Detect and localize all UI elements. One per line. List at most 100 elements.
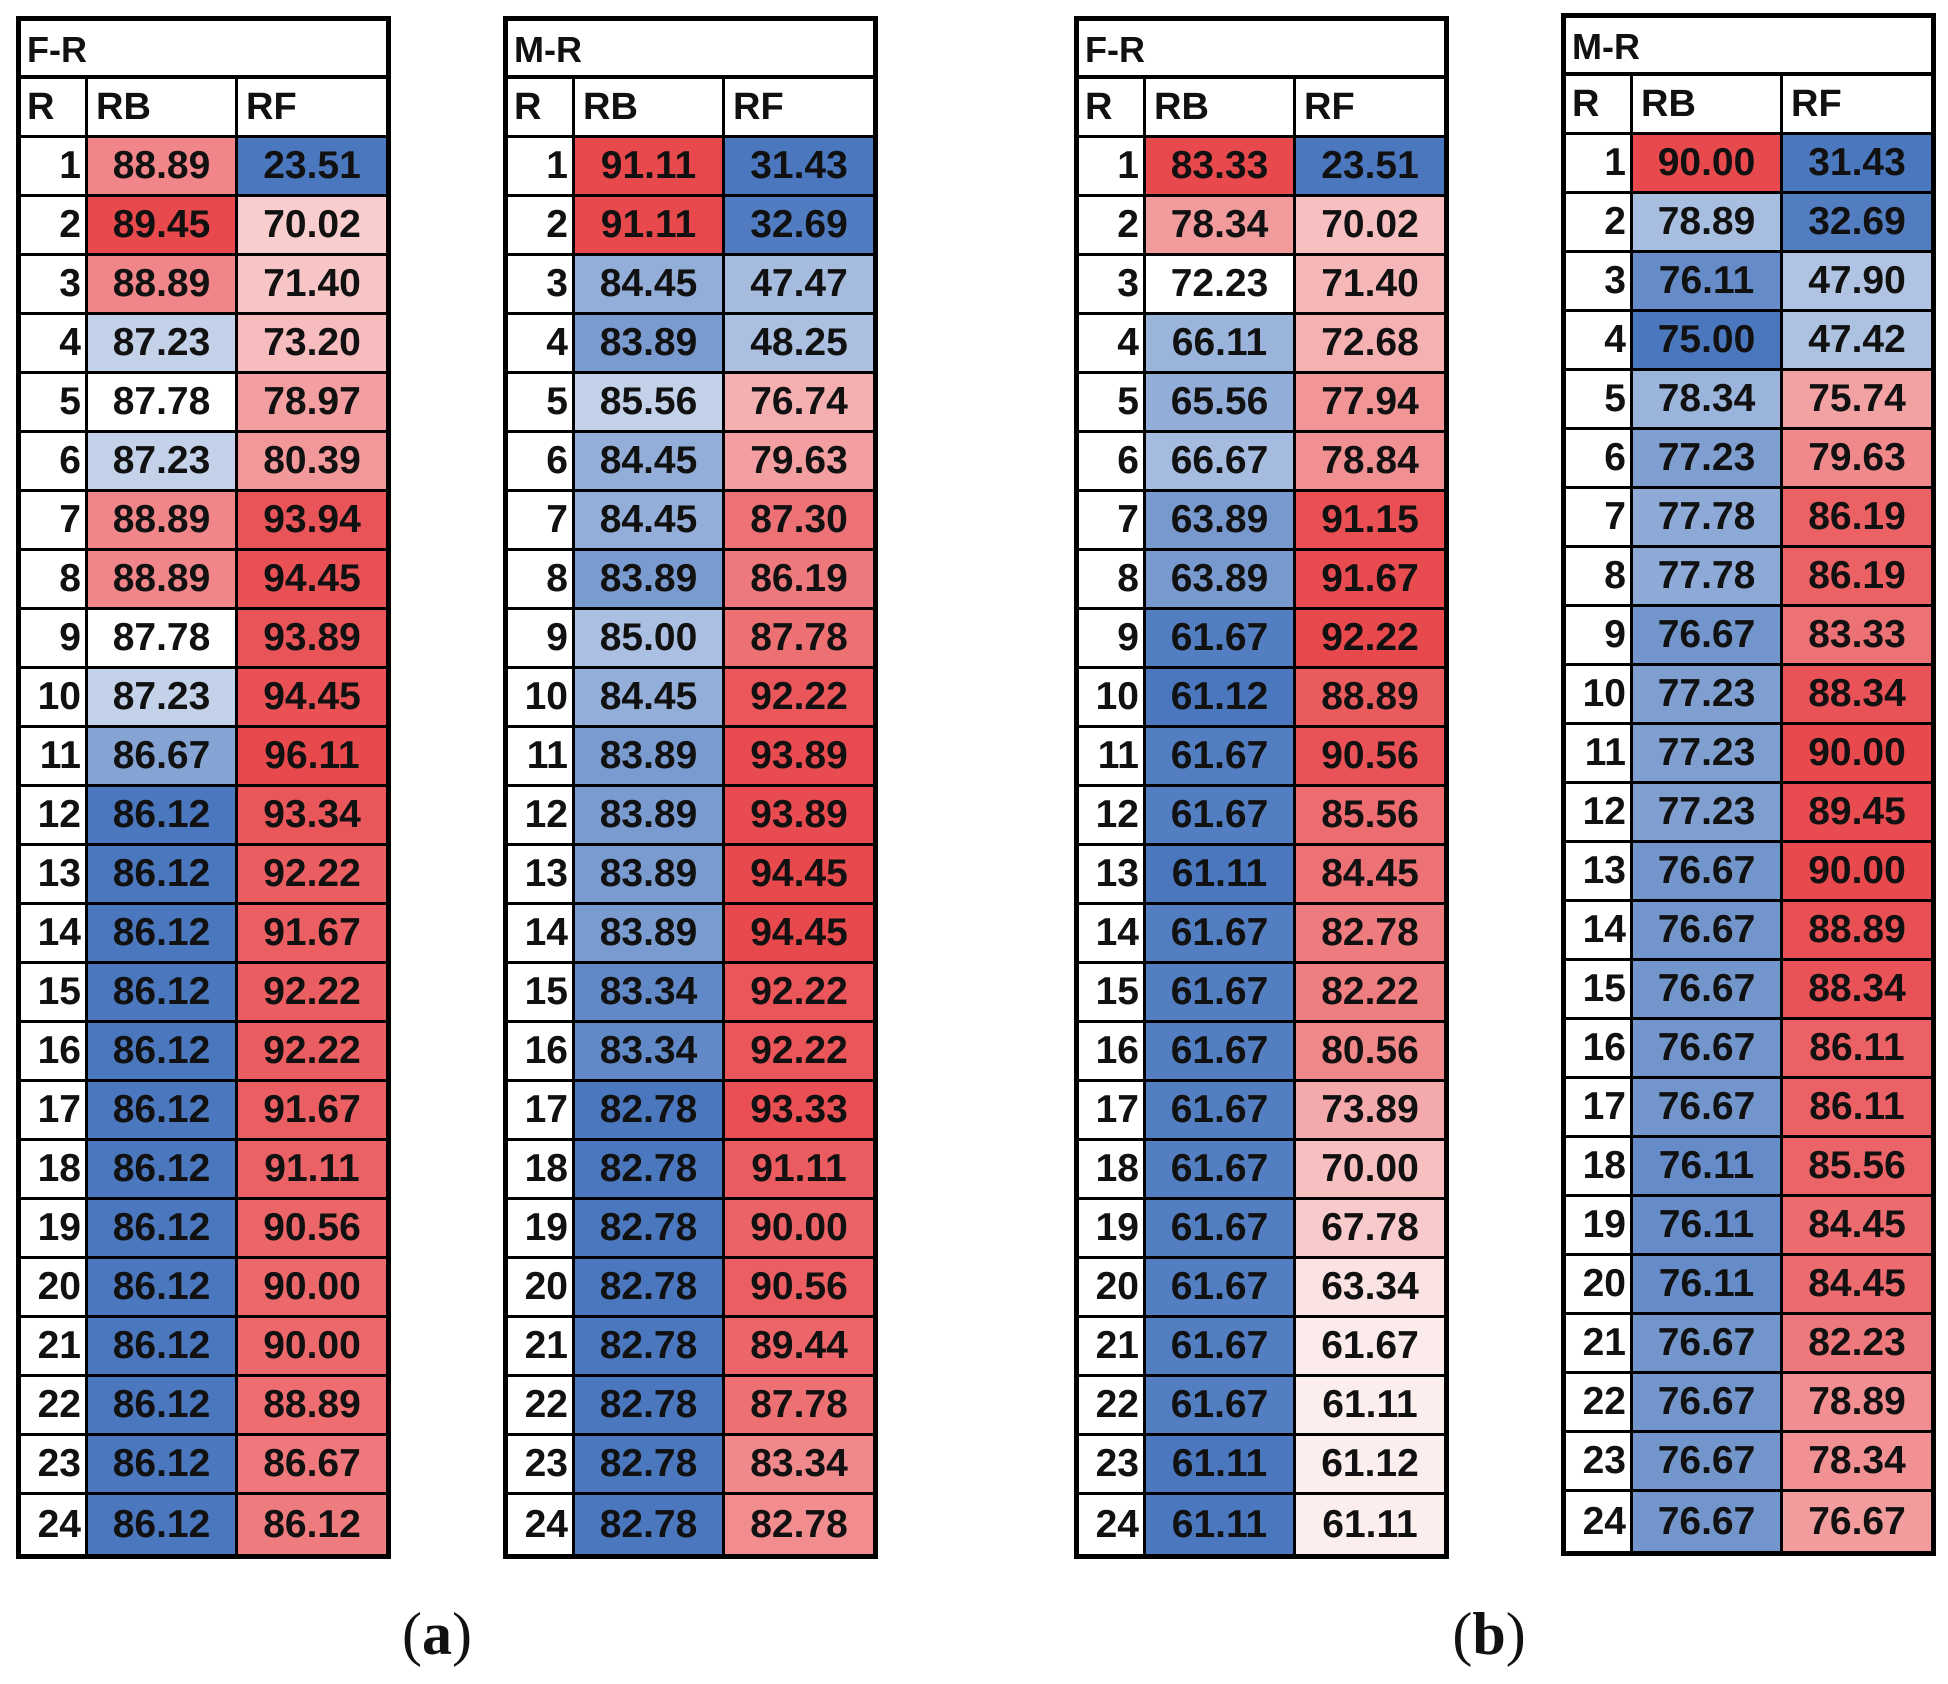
- rb-value-cell: 89.45: [88, 197, 238, 253]
- rb-value-cell: 61.67: [1146, 728, 1296, 784]
- row-index-cell: 19: [1079, 1200, 1146, 1256]
- column-header-rb: RB: [1146, 79, 1296, 135]
- rb-value-cell: 82.78: [575, 1318, 725, 1374]
- rb-value-cell: 61.11: [1146, 1495, 1296, 1554]
- rf-value-cell: 91.15: [1296, 492, 1444, 548]
- rf-value-cell: 32.69: [725, 197, 873, 253]
- rf-value-cell: 86.11: [1783, 1079, 1931, 1135]
- rb-value-cell: 76.67: [1633, 902, 1783, 958]
- rb-value-cell: 76.11: [1633, 1138, 1783, 1194]
- row-index-cell: 8: [1079, 551, 1146, 607]
- column-header-r: R: [508, 79, 575, 135]
- rb-value-cell: 76.67: [1633, 1374, 1783, 1430]
- row-index-cell: 23: [1566, 1433, 1633, 1489]
- table-row: 11 77.23 90.00: [1566, 725, 1931, 784]
- table-row: 22 86.12 88.89: [21, 1377, 386, 1436]
- row-index-cell: 20: [21, 1259, 88, 1315]
- table-row: 4 75.00 47.42: [1566, 312, 1931, 371]
- rb-value-cell: 83.89: [575, 787, 725, 843]
- rf-value-cell: 67.78: [1296, 1200, 1444, 1256]
- rf-value-cell: 63.34: [1296, 1259, 1444, 1315]
- table-row: 24 82.78 82.78: [508, 1495, 873, 1554]
- table-row: 5 85.56 76.74: [508, 374, 873, 433]
- rb-value-cell: 77.23: [1633, 666, 1783, 722]
- rf-value-cell: 31.43: [725, 138, 873, 194]
- rf-value-cell: 79.63: [1783, 430, 1931, 486]
- table-row: 19 86.12 90.56: [21, 1200, 386, 1259]
- table-row: 21 76.67 82.23: [1566, 1315, 1931, 1374]
- column-header-rb: RB: [1633, 76, 1783, 132]
- rb-value-cell: 86.12: [88, 846, 238, 902]
- rf-value-cell: 90.56: [725, 1259, 873, 1315]
- rf-value-cell: 82.23: [1783, 1315, 1931, 1371]
- table-row: 15 76.67 88.34: [1566, 961, 1931, 1020]
- rb-value-cell: 75.00: [1633, 312, 1783, 368]
- row-index-cell: 16: [1566, 1020, 1633, 1076]
- table-row: 9 87.78 93.89: [21, 610, 386, 669]
- rb-value-cell: 61.67: [1146, 1200, 1296, 1256]
- rb-value-cell: 86.12: [88, 1141, 238, 1197]
- row-index-cell: 9: [508, 610, 575, 666]
- table-row: 14 76.67 88.89: [1566, 902, 1931, 961]
- table-row: 20 82.78 90.56: [508, 1259, 873, 1318]
- table-row: 4 83.89 48.25: [508, 315, 873, 374]
- table-row: 23 76.67 78.34: [1566, 1433, 1931, 1492]
- rb-value-cell: 61.67: [1146, 964, 1296, 1020]
- rb-value-cell: 83.89: [575, 315, 725, 371]
- rf-value-cell: 82.22: [1296, 964, 1444, 1020]
- row-index-cell: 20: [1566, 1256, 1633, 1312]
- rf-value-cell: 90.00: [1783, 725, 1931, 781]
- rf-value-cell: 92.22: [238, 846, 386, 902]
- row-index-cell: 15: [508, 964, 575, 1020]
- row-index-cell: 24: [508, 1495, 575, 1554]
- rf-value-cell: 76.74: [725, 374, 873, 430]
- rb-value-cell: 76.67: [1633, 607, 1783, 663]
- row-index-cell: 23: [508, 1436, 575, 1492]
- rf-value-cell: 89.45: [1783, 784, 1931, 840]
- row-index-cell: 1: [21, 138, 88, 194]
- rb-value-cell: 87.23: [88, 433, 238, 489]
- rb-value-cell: 83.89: [575, 728, 725, 784]
- rb-value-cell: 88.89: [88, 138, 238, 194]
- rb-value-cell: 87.23: [88, 315, 238, 371]
- rb-value-cell: 88.89: [88, 551, 238, 607]
- row-index-cell: 1: [1566, 135, 1633, 191]
- column-header-rf: RF: [1791, 82, 1842, 125]
- row-index-cell: 2: [1079, 197, 1146, 253]
- table-row: 17 76.67 86.11: [1566, 1079, 1931, 1138]
- rf-value-cell: 61.67: [1296, 1318, 1444, 1374]
- row-index-cell: 14: [1079, 905, 1146, 961]
- table-row: 3 72.23 71.40: [1079, 256, 1444, 315]
- row-index-cell: 13: [21, 846, 88, 902]
- row-index-cell: 16: [1079, 1023, 1146, 1079]
- table-row: 2 91.11 32.69: [508, 197, 873, 256]
- rf-value-cell: 31.43: [1783, 135, 1931, 191]
- rb-value-cell: 61.67: [1146, 1377, 1296, 1433]
- table-row: 23 86.12 86.67: [21, 1436, 386, 1495]
- rf-value-cell: 71.40: [238, 256, 386, 312]
- rf-value-cell: 61.11: [1296, 1495, 1444, 1554]
- rb-value-cell: 86.12: [88, 1436, 238, 1492]
- rb-value-cell: 85.56: [575, 374, 725, 430]
- row-index-cell: 19: [1566, 1197, 1633, 1253]
- rb-value-cell: 86.12: [88, 1495, 238, 1554]
- table-row: 10 87.23 94.45: [21, 669, 386, 728]
- table-row: 6 87.23 80.39: [21, 433, 386, 492]
- table-row: 15 86.12 92.22: [21, 964, 386, 1023]
- rb-value-cell: 76.67: [1633, 843, 1783, 899]
- rb-value-cell: 61.67: [1146, 1082, 1296, 1138]
- table-row: 23 61.11 61.12: [1079, 1436, 1444, 1495]
- rb-value-cell: 84.45: [575, 433, 725, 489]
- row-index-cell: 7: [508, 492, 575, 548]
- table-row: 1 90.00 31.43: [1566, 135, 1931, 194]
- row-index-cell: 8: [21, 551, 88, 607]
- rf-value-cell: 93.94: [238, 492, 386, 548]
- row-index-cell: 9: [1566, 607, 1633, 663]
- table-row: 12 61.67 85.56: [1079, 787, 1444, 846]
- rf-value-cell: 61.11: [1296, 1377, 1444, 1433]
- table-title: F-R: [21, 21, 386, 79]
- rf-value-cell: 88.34: [1783, 666, 1931, 722]
- row-index-cell: 5: [21, 374, 88, 430]
- row-index-cell: 24: [1079, 1495, 1146, 1554]
- row-index-cell: 20: [508, 1259, 575, 1315]
